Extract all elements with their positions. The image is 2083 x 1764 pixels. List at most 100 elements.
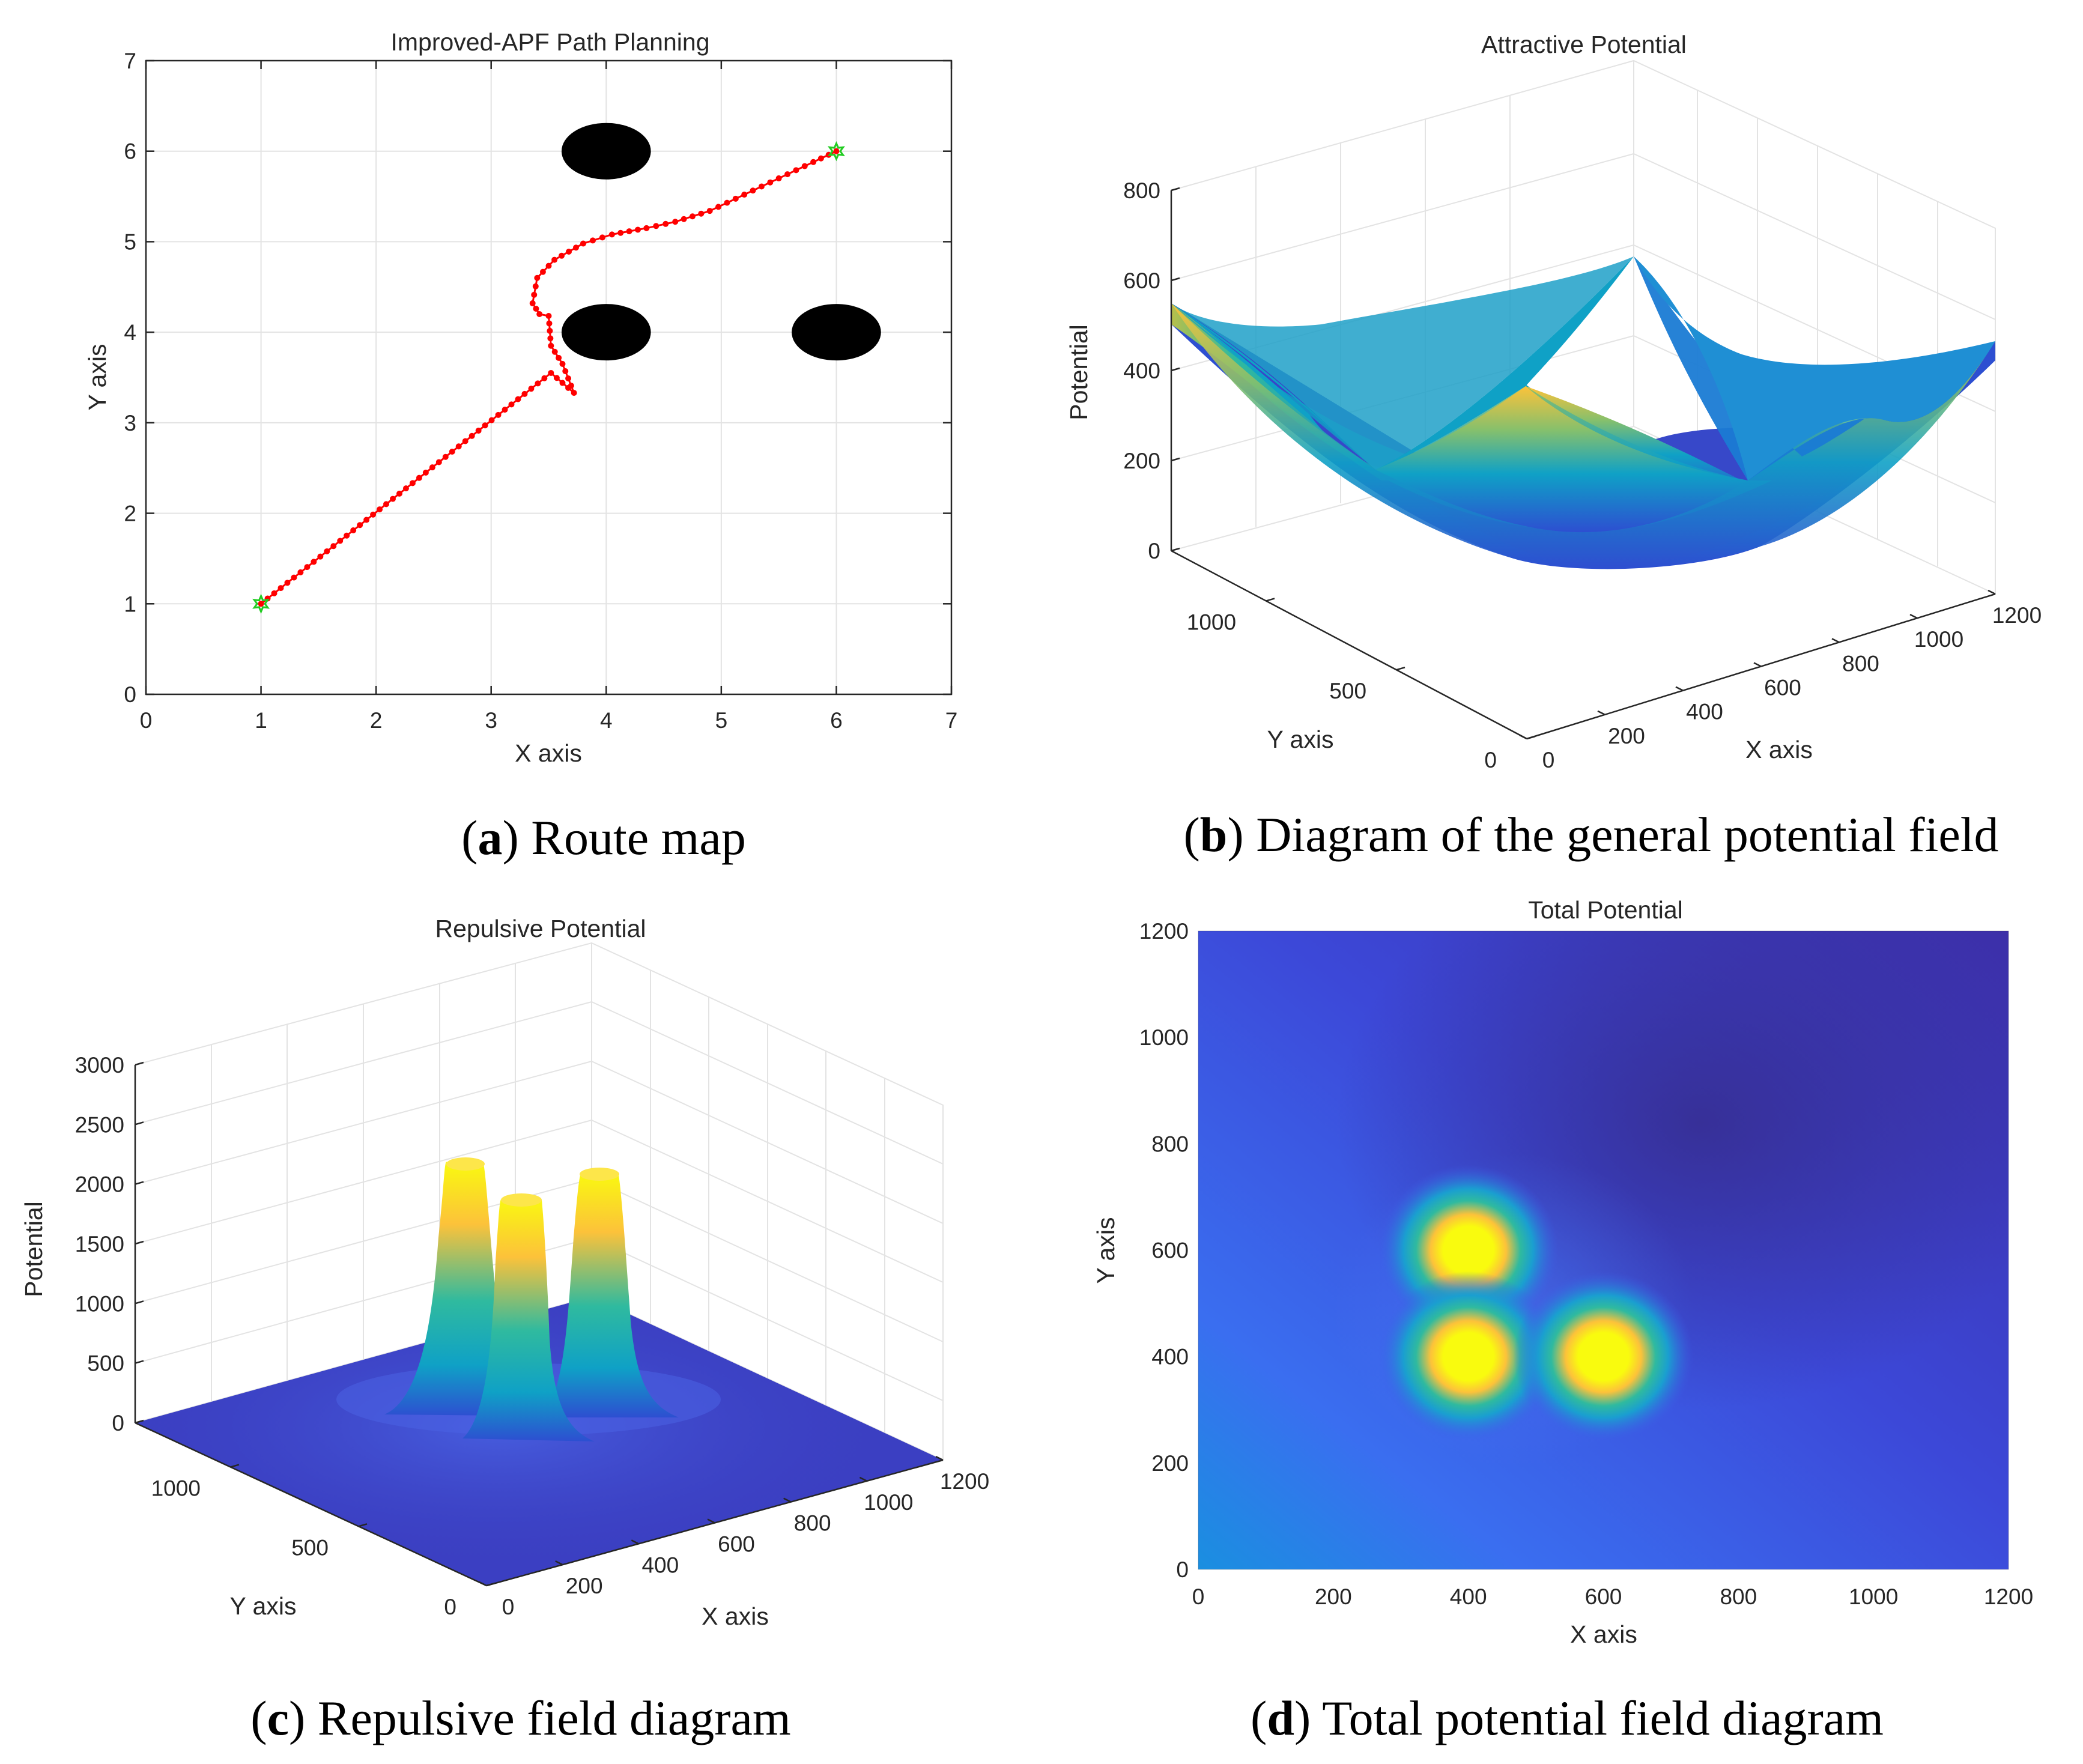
- path-point: [383, 501, 390, 508]
- chart-a-ytick-label: 7: [124, 49, 136, 73]
- path-point: [551, 348, 558, 355]
- start-marker: [252, 593, 270, 614]
- chart-a-ytick-label: 3: [124, 411, 136, 435]
- chart-b-xtick-mark: [1519, 734, 1527, 740]
- path-point: [350, 527, 357, 534]
- chart-b-ytick-mark: [1396, 667, 1405, 671]
- chart-c-ylabel: Y axis: [230, 1592, 297, 1620]
- chart-a-ytick-label: 0: [124, 682, 136, 707]
- path-point: [801, 163, 808, 169]
- caption-a-text: Route map: [519, 810, 746, 865]
- chart-c-ztick-label: 3000: [75, 1053, 124, 1077]
- chart-c-xtick-mark: [859, 1476, 867, 1482]
- path-point: [810, 159, 817, 165]
- chart-c-xtick-label: 200: [566, 1574, 603, 1598]
- chart-a-xlabel: X axis: [515, 739, 582, 767]
- chart-d-xtick-label: 1200: [1984, 1584, 2033, 1609]
- chart-d-xtick-label: 800: [1720, 1584, 1757, 1609]
- chart-b-ztick-label: 800: [1123, 178, 1160, 203]
- path-point: [533, 305, 539, 312]
- path-point: [741, 192, 748, 198]
- chart-c-title: Repulsive Potential: [435, 915, 646, 942]
- chart-b-ytick-label: 0: [1484, 748, 1497, 772]
- path-point: [653, 223, 659, 229]
- path-point: [442, 453, 449, 460]
- chart-b-ytick-label: 1000: [1187, 610, 1236, 634]
- chart-c-xtick-mark: [555, 1560, 563, 1566]
- chart-c-xtick-mark: [631, 1539, 639, 1545]
- path-point: [589, 237, 596, 244]
- caption-b: (b) Diagram of the general potential fie…: [1183, 807, 1998, 862]
- chart-b-ylabel: Y axis: [1267, 726, 1334, 753]
- chart-a-plot-area: [145, 59, 953, 696]
- chart-c-ytick-label: 0: [444, 1595, 456, 1619]
- path-point: [311, 559, 317, 565]
- chart-d-xlabel: X axis: [1570, 1620, 1637, 1648]
- caption-d-text: Total potential field diagram: [1311, 1691, 1884, 1745]
- caption-d: (d) Total potential field diagram: [1251, 1691, 1884, 1745]
- chart-c-zlabel: Potential: [20, 1201, 47, 1297]
- chart-b-xtick-mark: [1675, 686, 1684, 691]
- chart-d-xtick-label: 400: [1450, 1584, 1487, 1609]
- chart-d-xtick-label: 1000: [1849, 1584, 1898, 1609]
- path-point: [541, 375, 548, 381]
- chart-b-ztick-mark: [1171, 187, 1180, 192]
- path-point: [599, 234, 605, 241]
- chart-d-title: Total Potential: [1528, 896, 1683, 924]
- chart-b-ztick-label: 0: [1148, 539, 1160, 563]
- path-point: [357, 522, 363, 529]
- chart-b-xtick-mark: [1831, 638, 1840, 643]
- path-point: [291, 574, 297, 581]
- chart-d-xtick-label: 600: [1585, 1584, 1622, 1609]
- chart-c-xtick-label: 400: [641, 1553, 679, 1577]
- path-point: [551, 256, 558, 263]
- path-point: [468, 432, 475, 439]
- chart-c-xtick-mark: [707, 1518, 715, 1524]
- obstacle: [561, 304, 651, 361]
- chart-a-title: Improved-APF Path Planning: [391, 28, 710, 56]
- chart-c-ztick-label: 500: [87, 1351, 124, 1376]
- chart-c-xtick-label: 600: [718, 1532, 755, 1557]
- chart-d-ytick-label: 200: [1151, 1451, 1189, 1476]
- path-point: [545, 262, 552, 269]
- path-point: [521, 390, 528, 397]
- chart-c-ytick-mark: [358, 1523, 368, 1527]
- chart-c-ztick-mark: [135, 1121, 144, 1126]
- chart-d-ytick-label: 600: [1151, 1238, 1189, 1263]
- chart-a-xtick-label: 4: [600, 708, 613, 733]
- chart-d-heatmap: [1198, 931, 2009, 1569]
- chart-c-xtick-mark: [783, 1497, 792, 1503]
- chart-c-ytick-label: 500: [291, 1535, 329, 1560]
- path-point: [297, 569, 304, 575]
- path-point: [732, 195, 739, 202]
- obstacle: [792, 304, 881, 361]
- chart-c-xtick-mark: [479, 1581, 487, 1587]
- path-point: [562, 368, 569, 374]
- path-point: [793, 167, 799, 174]
- path-point: [534, 274, 541, 281]
- chart-c-ztick-mark: [135, 1360, 144, 1364]
- chart-d-xtick-label: 200: [1315, 1584, 1352, 1609]
- chart-b-xtick-mark: [1753, 662, 1762, 667]
- chart-c-ztick-mark: [135, 1181, 144, 1185]
- path-point: [556, 354, 562, 361]
- path-point: [529, 300, 536, 306]
- caption-b-label: b: [1200, 807, 1228, 862]
- path-point: [750, 187, 756, 194]
- chart-c-ztick-label: 0: [112, 1411, 124, 1435]
- path-point: [548, 342, 554, 349]
- path-point: [370, 511, 377, 518]
- chart-c-surface: [135, 1157, 943, 1586]
- goal-marker: [827, 141, 845, 162]
- chart-a-xtick-label: 7: [945, 708, 958, 733]
- chart-b-title: Attractive Potential: [1481, 31, 1687, 58]
- path-point: [409, 480, 416, 486]
- path-point: [536, 311, 543, 317]
- caption-a: (a) Route map: [461, 810, 746, 865]
- path-point: [681, 216, 687, 222]
- chart-d-xtick-label: 0: [1192, 1584, 1205, 1609]
- path-point: [462, 438, 468, 444]
- path-point: [784, 171, 791, 178]
- chart-a-ytick-label: 2: [124, 502, 136, 526]
